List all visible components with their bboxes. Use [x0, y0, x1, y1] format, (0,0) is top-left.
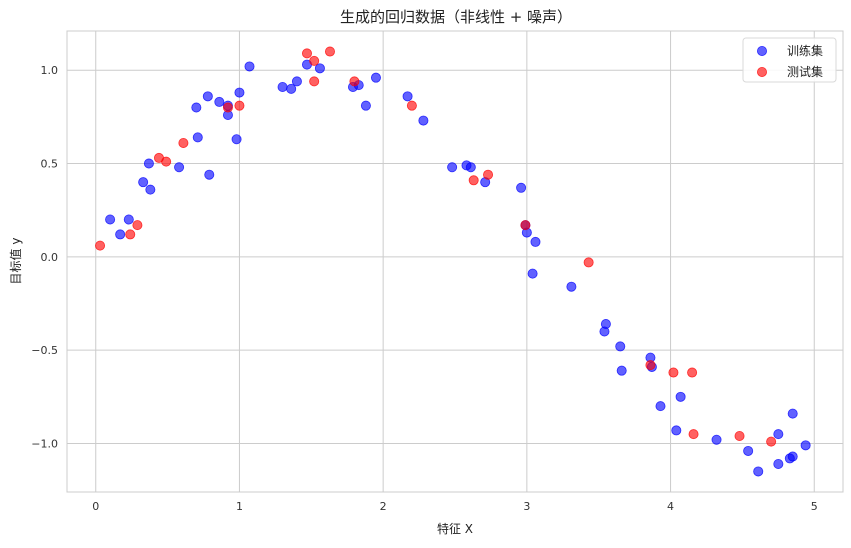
test-point — [178, 137, 189, 148]
train-point — [773, 459, 784, 470]
train-point — [286, 83, 297, 94]
test-point — [406, 100, 417, 111]
plot-area-frame — [66, 30, 844, 493]
train-point — [447, 162, 458, 173]
train-point — [231, 134, 242, 145]
train-point — [516, 182, 527, 193]
x-tick-label: 0 — [92, 500, 99, 513]
train-point — [174, 162, 185, 173]
train-point — [566, 281, 577, 292]
test-point — [161, 156, 172, 167]
legend-marker — [757, 67, 768, 78]
chart-title: 生成的回归数据（非线性 + 噪声） — [340, 8, 572, 26]
x-tick-label: 4 — [667, 500, 674, 513]
train-point — [370, 72, 381, 83]
legend-label: 训练集 — [787, 43, 823, 58]
test-point — [309, 55, 320, 66]
test-point — [668, 367, 679, 378]
train-point — [204, 169, 215, 180]
train-point — [800, 440, 811, 451]
train-point — [787, 408, 798, 419]
x-tick-label: 2 — [380, 500, 387, 513]
y-tick-label: 1.0 — [41, 64, 59, 77]
test-point — [688, 429, 699, 440]
test-point — [132, 220, 143, 231]
test-point — [645, 360, 656, 371]
train-point — [773, 429, 784, 440]
x-tick-label: 5 — [811, 500, 818, 513]
y-tick-label: −1.0 — [31, 437, 58, 450]
train-point — [655, 401, 666, 412]
train-point — [743, 445, 754, 456]
train-point — [277, 81, 288, 92]
train-point — [418, 115, 429, 126]
train-point — [138, 177, 149, 188]
train-point — [675, 391, 686, 402]
test-point — [324, 46, 335, 57]
test-point — [520, 220, 531, 231]
data-points — [95, 46, 811, 477]
train-point — [105, 214, 116, 225]
train-point — [192, 132, 203, 143]
y-axis-label: 目标值 y — [8, 238, 23, 285]
test-point — [349, 76, 360, 87]
train-point — [530, 236, 541, 247]
train-point — [123, 214, 134, 225]
test-point — [583, 257, 594, 268]
test-point — [687, 367, 698, 378]
test-point — [468, 175, 479, 186]
train-point — [402, 91, 413, 102]
train-point — [214, 96, 225, 107]
train-point — [244, 61, 255, 72]
train-point — [671, 425, 682, 436]
train-point — [115, 229, 126, 240]
train-point — [615, 341, 626, 352]
test-point — [766, 436, 777, 447]
x-axis-label: 特征 X — [437, 521, 473, 536]
x-tick-label: 1 — [236, 500, 243, 513]
train-point — [202, 91, 213, 102]
train-point — [616, 365, 627, 376]
train-point — [234, 87, 245, 98]
test-point — [309, 76, 320, 87]
tick-labels: 0 1 2 3 4 5 1.0 0.5 0.0 −0.5 −1.0 — [31, 64, 817, 513]
legend-marker — [757, 46, 768, 57]
train-point — [291, 76, 302, 87]
train-point — [753, 466, 764, 477]
train-point — [360, 100, 371, 111]
train-point — [527, 268, 538, 279]
legend-label: 测试集 — [787, 64, 823, 79]
train-point — [145, 184, 156, 195]
x-tick-label: 3 — [523, 500, 530, 513]
y-tick-label: −0.5 — [31, 344, 58, 357]
test-point — [234, 100, 245, 111]
y-tick-label: 0.0 — [41, 251, 59, 264]
train-point — [465, 162, 476, 173]
test-point — [222, 102, 233, 113]
train-point — [191, 102, 202, 113]
test-point — [301, 48, 312, 59]
train-point — [143, 158, 154, 169]
test-point — [734, 431, 745, 442]
test-point — [125, 229, 136, 240]
train-point — [600, 319, 611, 330]
grid-lines — [67, 31, 843, 492]
train-point — [787, 451, 798, 462]
test-point — [95, 240, 106, 251]
train-point — [711, 434, 722, 445]
test-point — [483, 169, 494, 180]
y-tick-label: 0.5 — [41, 158, 59, 171]
train-point — [314, 63, 325, 74]
